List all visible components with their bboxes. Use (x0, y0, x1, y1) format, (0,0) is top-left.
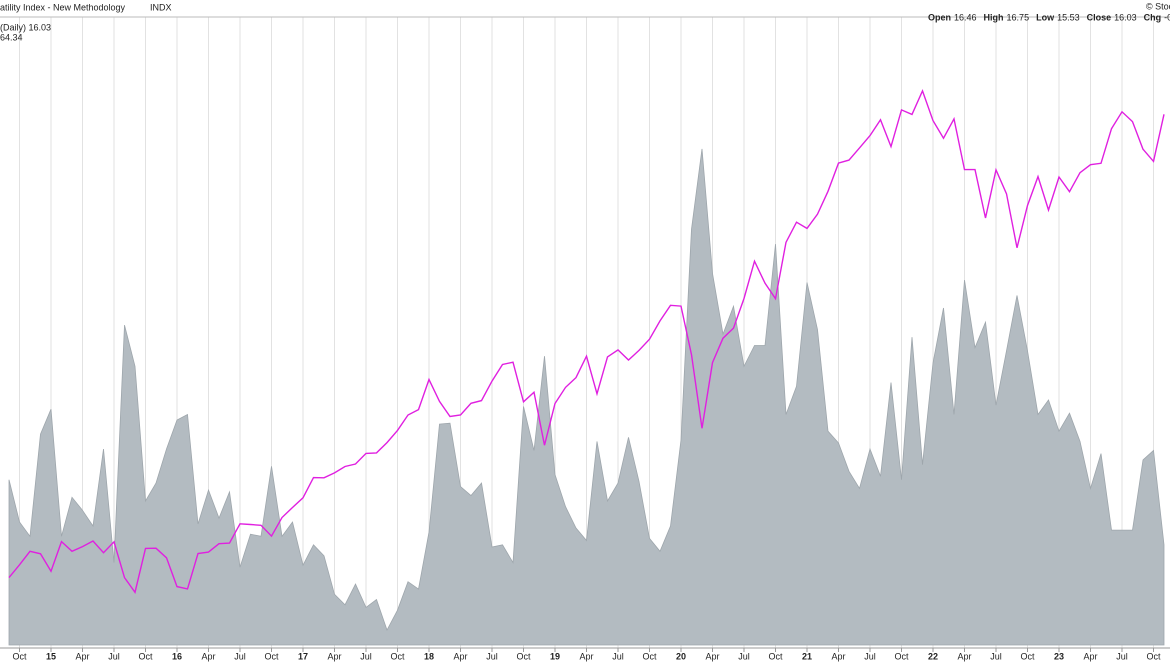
quote-label: Close (1087, 12, 1112, 22)
x-tick-label: Oct (516, 651, 531, 661)
quote-label: Chg (1144, 12, 1162, 22)
legend-entry: (Daily) 16.03 (0, 22, 51, 32)
quote-value: 15.53 (1057, 12, 1080, 22)
quote-value: 16.75 (1007, 12, 1030, 22)
x-tick-label: Apr (201, 651, 215, 661)
plot (8, 89, 1165, 646)
x-tick-label: 19 (550, 651, 560, 661)
x-tick-label: 20 (676, 651, 686, 661)
source: © Stoc (1146, 1, 1170, 11)
x-tick-label: Oct (1020, 651, 1035, 661)
x-tick-label: Apr (831, 651, 845, 661)
x-tick-label: Apr (705, 651, 719, 661)
quote-value: 16.46 (954, 12, 977, 22)
quote: Open 16.46 High 16.75 Low 15.53 Close 16.03 Chg -… (928, 12, 1170, 22)
x-tick-label: 22 (928, 651, 938, 661)
x-tick-label: Oct (642, 651, 657, 661)
x-tick-label: 21 (802, 651, 812, 661)
title-note: INDX (150, 2, 172, 12)
x-tick-label: 15 (46, 651, 56, 661)
x-tick-label: Oct (1146, 651, 1161, 661)
x-tick-label: 16 (172, 651, 182, 661)
x-tick-label: 18 (424, 651, 434, 661)
x-tick-label: Jul (234, 651, 246, 661)
quote-label: Low (1036, 12, 1055, 22)
legend-entry: 64.34 (0, 32, 23, 42)
x-tick-label: Apr (453, 651, 467, 661)
x-tick-label: Oct (138, 651, 153, 661)
x-tick-label: Apr (1083, 651, 1097, 661)
quote-value: -0.3 (1164, 12, 1170, 22)
x-tick-label: Apr (579, 651, 593, 661)
x-tick-label: Jul (738, 651, 750, 661)
x-tick-label: Oct (264, 651, 279, 661)
x-tick-label: Jul (990, 651, 1002, 661)
x-tick-label: 23 (1054, 651, 1064, 661)
x-tick-label: Jul (486, 651, 498, 661)
line (8, 89, 1165, 594)
x-tick-label: Oct (768, 651, 783, 661)
x-tick-label: Apr (327, 651, 341, 661)
x-tick-label: Oct (390, 651, 405, 661)
quote-value: 16.03 (1114, 12, 1137, 22)
chart-title: atility Index - New Methodology (0, 2, 126, 12)
quote-label: Open (928, 12, 951, 22)
x-tick-label: 17 (298, 651, 308, 661)
quote-label: High (984, 12, 1004, 22)
area (8, 148, 1165, 646)
x-tick-label: Jul (108, 651, 120, 661)
x-tick-label: Apr (957, 651, 971, 661)
x-tick-label: Oct (12, 651, 27, 661)
x-tick-label: Oct (894, 651, 909, 661)
x-tick-label: Jul (612, 651, 624, 661)
x-tick-label: Apr (75, 651, 89, 661)
x-tick-label: Jul (864, 651, 876, 661)
x-tick-label: Jul (360, 651, 372, 661)
x-tick-label: Jul (1116, 651, 1128, 661)
